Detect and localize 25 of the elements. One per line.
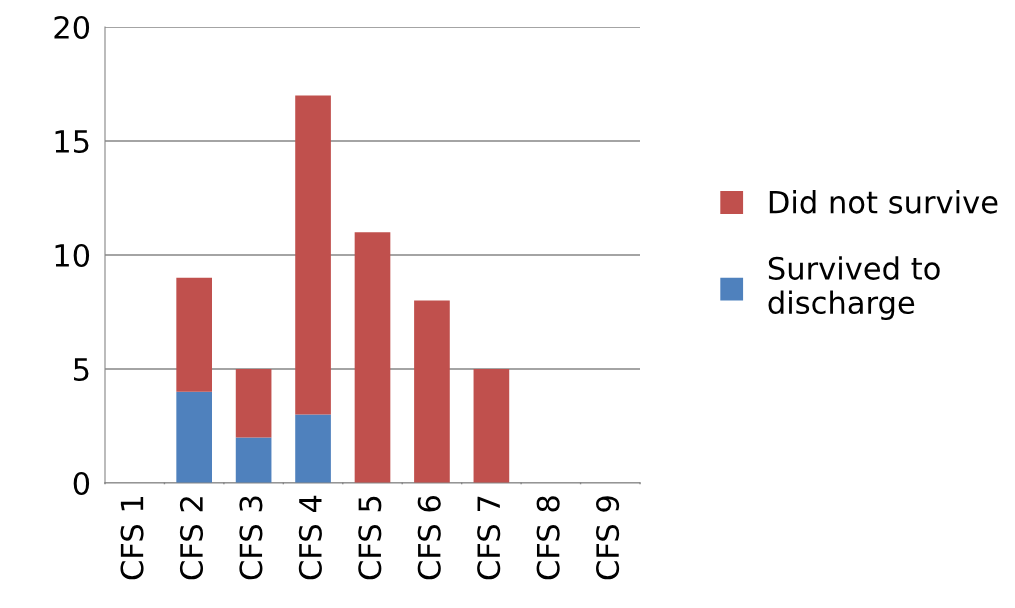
bar	[414, 300, 450, 483]
bar	[176, 277, 212, 392]
bar	[354, 232, 391, 483]
y-tick-label: 20	[54, 15, 90, 40]
y-tick-label: 0	[73, 471, 90, 496]
x-tick-label: CFS 4	[298, 495, 322, 580]
x-tick-label: CFS 5	[358, 496, 382, 580]
legend-label: Did not survive	[769, 189, 998, 214]
bar	[295, 95, 331, 415]
legend-label: Survived to discharge	[768, 256, 940, 321]
x-tick-label: CFS 8	[536, 496, 560, 580]
y-tick-label: 5	[74, 358, 89, 382]
bar	[176, 391, 212, 483]
y-tick-label: 15	[55, 130, 89, 154]
x-tick-label: CFS 9	[596, 496, 620, 580]
bar	[235, 369, 272, 438]
bar	[473, 369, 510, 483]
x-tick-label: CFS 1	[120, 496, 144, 580]
bar	[295, 414, 331, 483]
x-tick-label: CFS 2	[179, 497, 204, 580]
bar	[235, 437, 272, 483]
x-tick-label: CFS 6	[417, 496, 441, 580]
x-tick-label: CFS 3	[239, 496, 263, 580]
x-tick-label: CFS 7	[477, 496, 501, 580]
y-tick-label: 10	[55, 243, 90, 268]
